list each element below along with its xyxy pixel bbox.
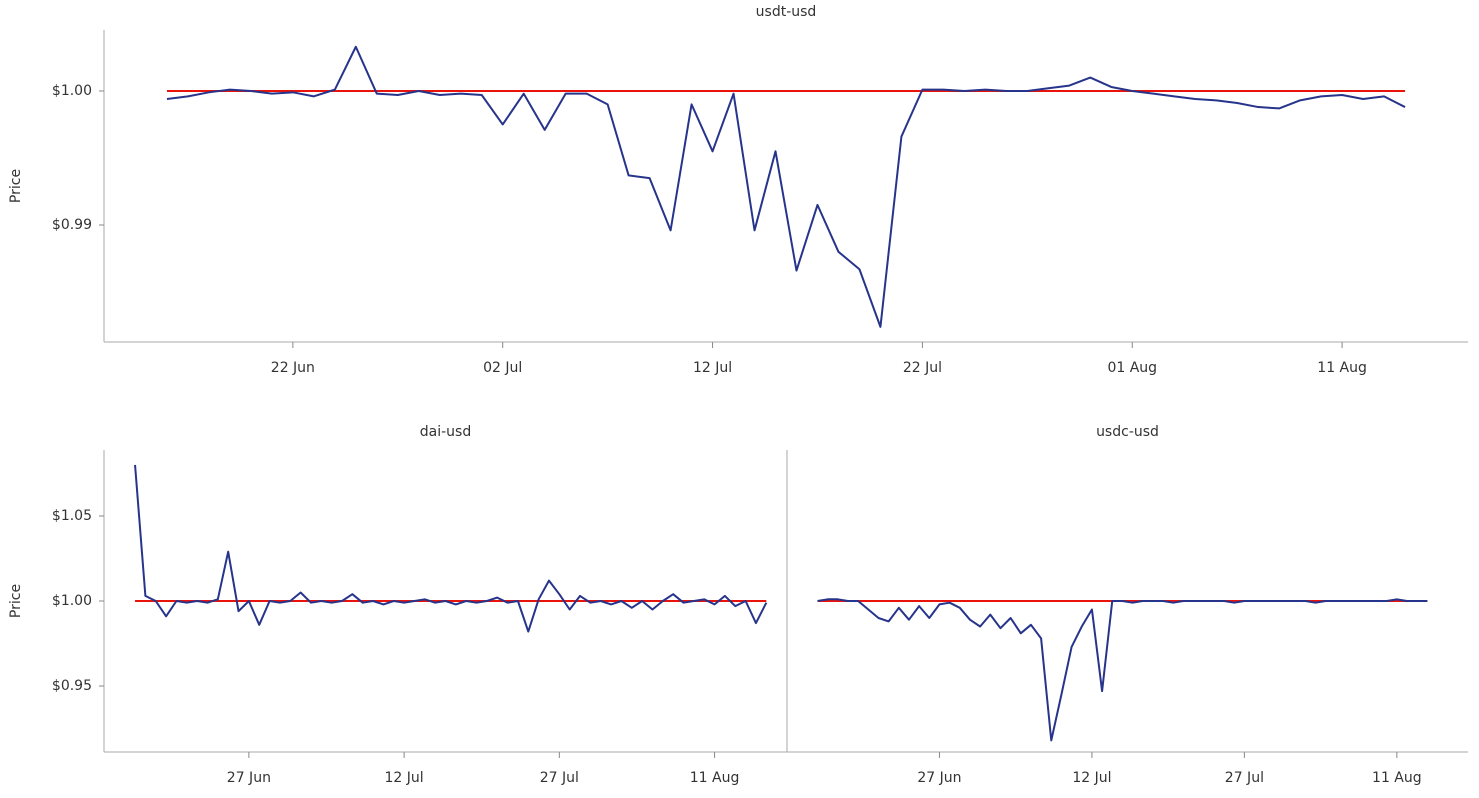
y-tick-label: $1.05 [52,508,92,524]
x-tick-label: 11 Aug [1317,360,1367,376]
y-tick-label: $0.99 [52,217,92,233]
panel-title: usdc-usd [1096,424,1159,440]
x-tick-label: 12 Jul [385,770,424,786]
x-tick-label: 22 Jul [903,360,942,376]
x-tick-label: 11 Aug [690,770,740,786]
x-tick-label: 11 Aug [1372,770,1422,786]
price-line [167,47,1405,327]
x-tick-label: 01 Aug [1107,360,1157,376]
x-tick-label: 02 Jul [483,360,522,376]
x-tick-label: 27 Jul [1225,770,1264,786]
panel-title: usdt-usd [756,4,817,20]
price-line [817,599,1427,740]
panel-title: dai-usd [420,424,471,440]
y-axis-label: Price [8,584,24,618]
y-axis-label: Price [8,169,24,203]
y-tick-label: $0.95 [52,678,92,694]
x-tick-label: 12 Jul [693,360,732,376]
x-tick-label: 27 Jun [227,770,271,786]
x-tick-label: 12 Jul [1072,770,1111,786]
price-line [135,465,766,632]
x-tick-label: 27 Jun [917,770,961,786]
y-tick-label: $1.00 [52,593,92,609]
chart: usdt-usd Price $1.00 $0.99 22 Jun 02 Jul 12 Ju… [0,0,1479,798]
y-tick-label: $1.00 [52,83,92,99]
x-tick-label: 22 Jun [271,360,315,376]
x-tick-label: 27 Jul [540,770,579,786]
